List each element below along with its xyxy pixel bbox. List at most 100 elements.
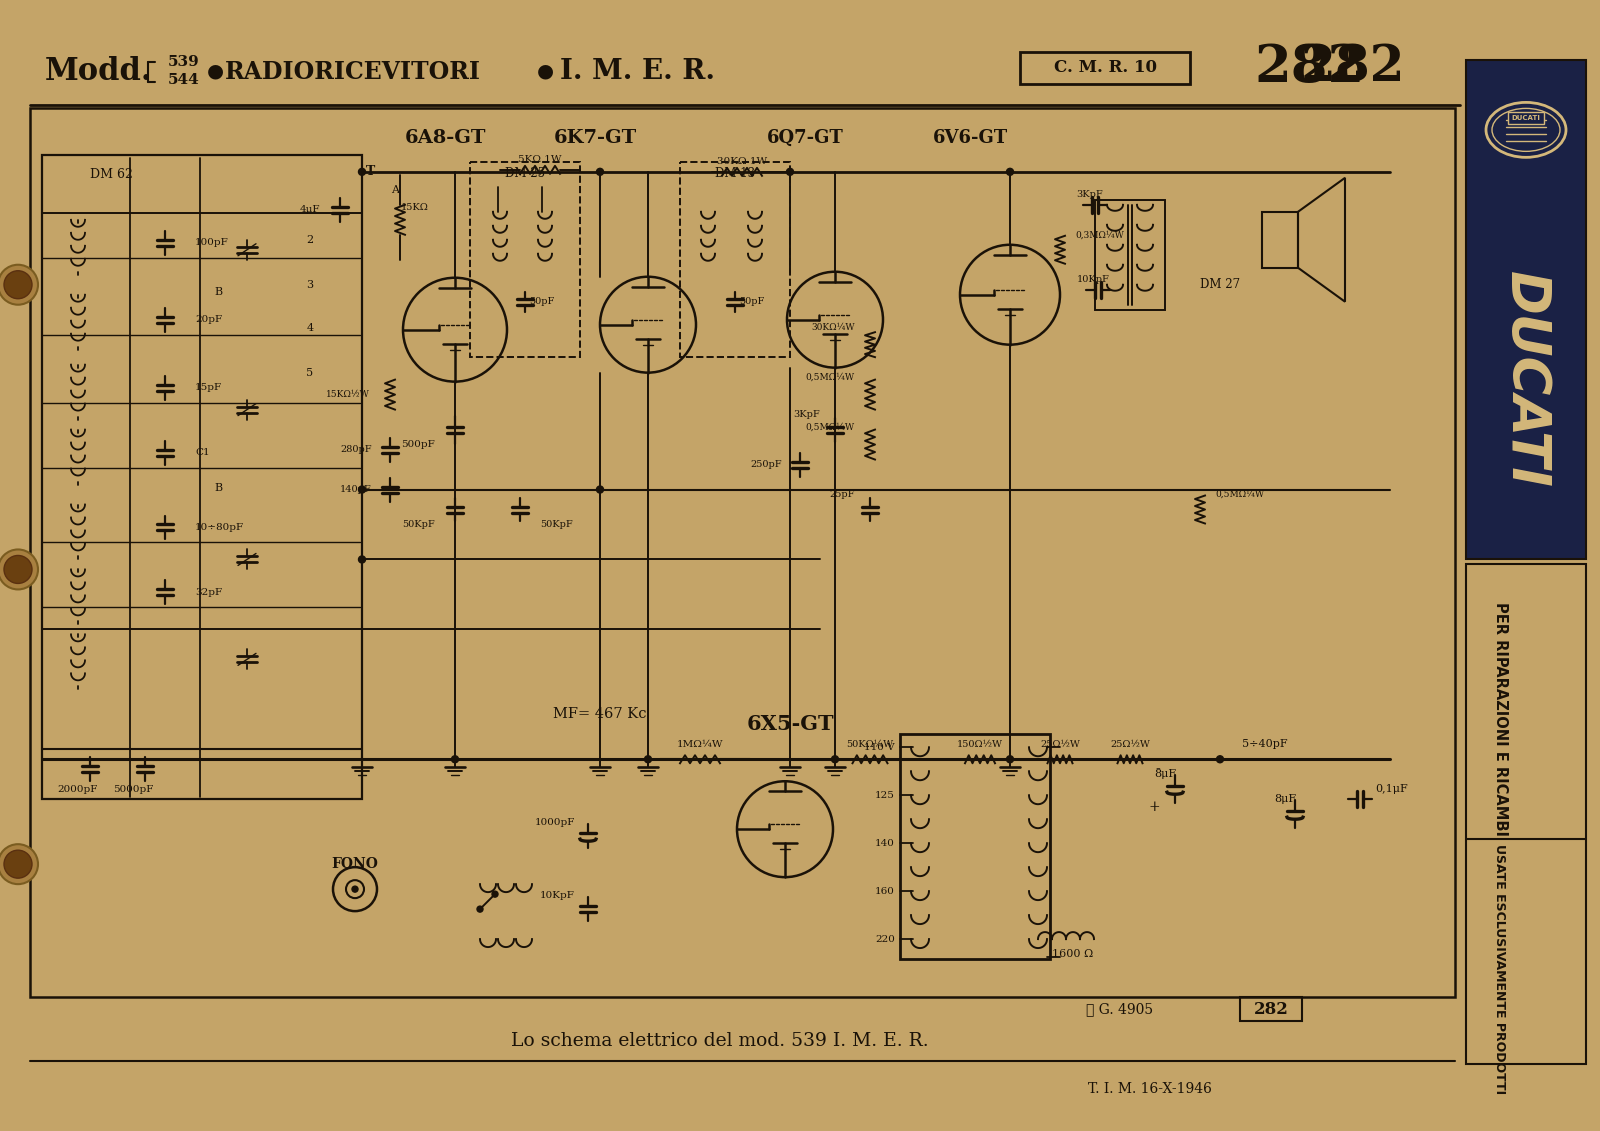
Text: C. M. R. 10: C. M. R. 10 (1053, 60, 1157, 77)
Text: 32pF: 32pF (195, 588, 222, 597)
Text: 110 V: 110 V (864, 743, 894, 752)
Text: Modd.: Modd. (45, 57, 152, 87)
Bar (1094, 200, 1165, 310)
Text: 50pF: 50pF (739, 297, 765, 307)
Text: 0,5MΩ¼W: 0,5MΩ¼W (806, 423, 854, 432)
Text: T: T (365, 165, 374, 179)
Circle shape (597, 486, 603, 493)
Bar (1240, 998, 1302, 1021)
Bar (1466, 60, 1586, 560)
Circle shape (493, 891, 498, 897)
Text: 8μF: 8μF (1274, 794, 1296, 804)
Text: 2000pF: 2000pF (58, 785, 98, 794)
Text: DUCATI: DUCATI (1512, 115, 1541, 121)
Circle shape (832, 756, 838, 762)
Text: 0,5MΩ¼W: 0,5MΩ¼W (1214, 490, 1264, 499)
Text: DM 13: DM 13 (715, 167, 755, 180)
Text: 3KpF: 3KpF (1077, 190, 1104, 199)
Ellipse shape (1486, 103, 1566, 157)
Text: 50pF: 50pF (530, 297, 555, 307)
Circle shape (0, 844, 38, 884)
Text: 5KΩ 1W: 5KΩ 1W (518, 155, 562, 164)
Text: 4μF: 4μF (299, 206, 320, 214)
Circle shape (0, 550, 38, 589)
Text: 250pF: 250pF (750, 460, 782, 469)
Text: A: A (390, 184, 398, 195)
Text: 1MΩ¼W: 1MΩ¼W (677, 740, 723, 749)
Circle shape (358, 169, 365, 175)
Bar (1507, 112, 1544, 124)
Bar (1021, 52, 1190, 84)
Text: 5000pF: 5000pF (114, 785, 154, 794)
Text: 3: 3 (307, 279, 314, 290)
Text: 30KΩ¼W: 30KΩ¼W (811, 323, 854, 333)
Text: 6A8-GT: 6A8-GT (405, 129, 486, 147)
Text: 5: 5 (307, 368, 314, 378)
Text: 15KΩ: 15KΩ (402, 204, 429, 213)
Circle shape (1006, 756, 1013, 762)
Text: 282: 282 (1253, 1001, 1288, 1018)
Circle shape (451, 756, 459, 762)
Text: 0,3MΩ¼W: 0,3MΩ¼W (1075, 231, 1123, 240)
Text: T. I. M. 16-X-1946: T. I. M. 16-X-1946 (1088, 1082, 1211, 1096)
Bar (42, 155, 362, 800)
Text: 10KpF: 10KpF (1077, 275, 1109, 284)
Text: 539: 539 (168, 55, 200, 69)
Text: USATE ESCLUSIVAMENTE PRODOTTI: USATE ESCLUSIVAMENTE PRODOTTI (1493, 844, 1507, 1094)
Text: 140pF: 140pF (341, 485, 371, 494)
Text: DM 62: DM 62 (90, 169, 133, 181)
Text: 5÷40pF: 5÷40pF (1242, 740, 1288, 749)
Ellipse shape (1491, 109, 1560, 152)
Bar (899, 734, 1050, 959)
Text: 50KpF: 50KpF (402, 520, 435, 529)
Text: 1600 Ω: 1600 Ω (1053, 949, 1094, 959)
Circle shape (3, 851, 32, 878)
Text: ●: ● (536, 63, 554, 81)
Text: 10÷80pF: 10÷80pF (195, 523, 245, 532)
Bar (1454, 0, 1600, 1130)
Bar (42, 155, 362, 213)
Circle shape (787, 169, 794, 175)
Text: +: + (1149, 801, 1160, 814)
Text: 0,1μF: 0,1μF (1374, 784, 1408, 794)
Circle shape (0, 265, 38, 304)
Bar (470, 162, 579, 356)
Text: C1: C1 (195, 448, 210, 457)
Text: 20pF: 20pF (195, 316, 222, 325)
Circle shape (358, 556, 365, 563)
Text: PER RIPARAZIONI E RICAMBI: PER RIPARAZIONI E RICAMBI (1493, 603, 1507, 836)
Text: 100pF: 100pF (195, 239, 229, 248)
Bar (30, 107, 1454, 998)
Text: DM 27: DM 27 (1200, 278, 1240, 291)
Text: 8μF: 8μF (1154, 769, 1176, 779)
Circle shape (3, 555, 32, 584)
Text: 10KpF: 10KpF (541, 890, 574, 899)
Bar (1262, 211, 1298, 268)
Circle shape (477, 906, 483, 912)
Text: MF= 467 Kc: MF= 467 Kc (554, 707, 646, 722)
Text: 150Ω½W: 150Ω½W (957, 740, 1003, 749)
Circle shape (1006, 169, 1013, 175)
Text: B: B (214, 483, 222, 492)
Text: 25Ω½W: 25Ω½W (1040, 740, 1080, 749)
Circle shape (597, 169, 603, 175)
Text: DUCATI: DUCATI (1501, 271, 1552, 489)
Text: 4: 4 (307, 322, 314, 333)
Bar (1466, 564, 1586, 1064)
Text: 0,5MΩ¼W: 0,5MΩ¼W (806, 373, 854, 382)
Text: 15pF: 15pF (195, 383, 222, 392)
Text: 6K7-GT: 6K7-GT (554, 129, 637, 147)
Text: 140: 140 (875, 839, 894, 848)
Text: 500pF: 500pF (402, 440, 435, 449)
Bar (680, 162, 790, 356)
Text: Lo schema elettrico del mod. 539 I. M. E. R.: Lo schema elettrico del mod. 539 I. M. E… (510, 1031, 930, 1050)
Text: 544: 544 (168, 72, 200, 87)
Text: 282: 282 (1301, 43, 1405, 93)
Text: 50KpF: 50KpF (541, 520, 573, 529)
Text: -: - (1155, 762, 1160, 776)
Text: 50KΩ¼W: 50KΩ¼W (846, 740, 893, 749)
Circle shape (3, 270, 32, 299)
Text: ●: ● (206, 63, 224, 81)
Text: 282: 282 (1254, 43, 1365, 94)
Circle shape (352, 887, 358, 892)
